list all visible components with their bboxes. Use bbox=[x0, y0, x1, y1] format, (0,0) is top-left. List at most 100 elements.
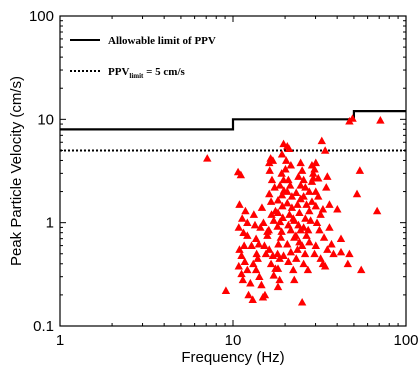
data-point bbox=[291, 231, 301, 239]
data-point bbox=[301, 183, 310, 191]
data-point bbox=[329, 249, 338, 258]
data-point bbox=[238, 275, 248, 284]
data-point bbox=[264, 225, 273, 234]
legend-ppv-suffix: = 5 cm/s bbox=[143, 66, 185, 78]
data-point bbox=[234, 223, 243, 231]
plot-area bbox=[59, 15, 407, 327]
data-point bbox=[319, 233, 329, 241]
data-point bbox=[286, 247, 296, 256]
data-point bbox=[355, 166, 365, 174]
data-point bbox=[277, 190, 287, 199]
data-point bbox=[327, 239, 336, 248]
data-point bbox=[310, 164, 319, 173]
data-point bbox=[251, 265, 261, 274]
data-point bbox=[248, 295, 257, 303]
data-point bbox=[268, 156, 278, 164]
data-point bbox=[278, 201, 287, 210]
data-point bbox=[309, 169, 318, 177]
data-point bbox=[289, 265, 298, 274]
data-point bbox=[310, 249, 319, 258]
data-point bbox=[239, 241, 249, 249]
data-point bbox=[239, 228, 248, 237]
data-point bbox=[297, 166, 307, 174]
data-point bbox=[285, 210, 294, 218]
data-point bbox=[281, 156, 291, 164]
data-point bbox=[273, 208, 283, 217]
data-point bbox=[305, 237, 314, 246]
data-point bbox=[281, 164, 290, 173]
data-point bbox=[243, 231, 252, 239]
data-point bbox=[252, 249, 261, 258]
data-point bbox=[323, 245, 332, 253]
data-point bbox=[244, 290, 253, 299]
data-point bbox=[283, 239, 292, 248]
data-point bbox=[278, 213, 287, 221]
data-point bbox=[235, 200, 244, 208]
x-axis-title: Frequency (Hz) bbox=[181, 349, 284, 366]
data-point bbox=[301, 214, 310, 222]
data-point bbox=[299, 223, 308, 231]
data-point bbox=[292, 254, 301, 262]
data-point bbox=[303, 265, 313, 274]
data-point bbox=[299, 259, 308, 268]
data-point bbox=[311, 158, 320, 167]
data-point bbox=[320, 146, 330, 154]
data-point bbox=[236, 170, 246, 179]
data-point bbox=[287, 192, 297, 200]
y-tick-label: 1 bbox=[46, 215, 54, 232]
data-point bbox=[284, 257, 293, 265]
data-point bbox=[286, 225, 296, 234]
data-point bbox=[273, 195, 283, 204]
legend-ppv-subscript: limit bbox=[129, 72, 144, 80]
data-point bbox=[265, 158, 274, 167]
legend: Allowable limit of PPV PPVlimit = 5 cm/s bbox=[70, 35, 216, 80]
data-point bbox=[294, 172, 303, 180]
data-point bbox=[297, 297, 307, 306]
data-point bbox=[315, 225, 324, 234]
data-point bbox=[277, 169, 286, 177]
data-point bbox=[302, 200, 311, 208]
data-point bbox=[273, 264, 283, 272]
data-point bbox=[235, 245, 244, 253]
y-tick-label: 0.1 bbox=[33, 318, 54, 335]
data-point bbox=[283, 198, 292, 207]
data-point bbox=[296, 181, 305, 189]
legend-label-ppv-limit: PPVlimit = 5 cm/s bbox=[108, 66, 186, 80]
data-point bbox=[265, 245, 274, 253]
x-tick-label: 1 bbox=[56, 332, 64, 349]
data-point bbox=[276, 233, 286, 241]
data-point bbox=[305, 206, 314, 215]
data-point bbox=[256, 223, 265, 231]
data-point bbox=[275, 217, 285, 226]
data-point bbox=[265, 166, 274, 174]
data-point bbox=[336, 234, 346, 243]
data-point bbox=[269, 216, 278, 224]
data-point bbox=[277, 227, 286, 235]
data-point bbox=[297, 241, 307, 249]
data-point bbox=[249, 210, 259, 218]
data-point bbox=[305, 187, 314, 195]
data-point bbox=[302, 231, 311, 239]
data-point bbox=[273, 222, 282, 230]
data-point bbox=[237, 269, 246, 278]
data-point bbox=[293, 245, 302, 253]
data-point bbox=[336, 247, 346, 256]
data-point bbox=[237, 214, 247, 222]
data-point bbox=[307, 197, 317, 205]
data-point bbox=[312, 218, 322, 227]
data-point bbox=[273, 249, 282, 258]
data-point bbox=[253, 254, 262, 262]
data-point bbox=[254, 239, 264, 248]
data-point bbox=[283, 187, 292, 195]
y-tick-label: 10 bbox=[37, 111, 54, 128]
data-point bbox=[285, 181, 295, 189]
data-point bbox=[257, 280, 266, 289]
data-point bbox=[275, 254, 284, 262]
data-point bbox=[311, 201, 320, 210]
data-point bbox=[275, 275, 284, 284]
data-point bbox=[249, 259, 258, 268]
allowable-limit-line bbox=[60, 110, 406, 131]
data-point bbox=[286, 160, 296, 169]
